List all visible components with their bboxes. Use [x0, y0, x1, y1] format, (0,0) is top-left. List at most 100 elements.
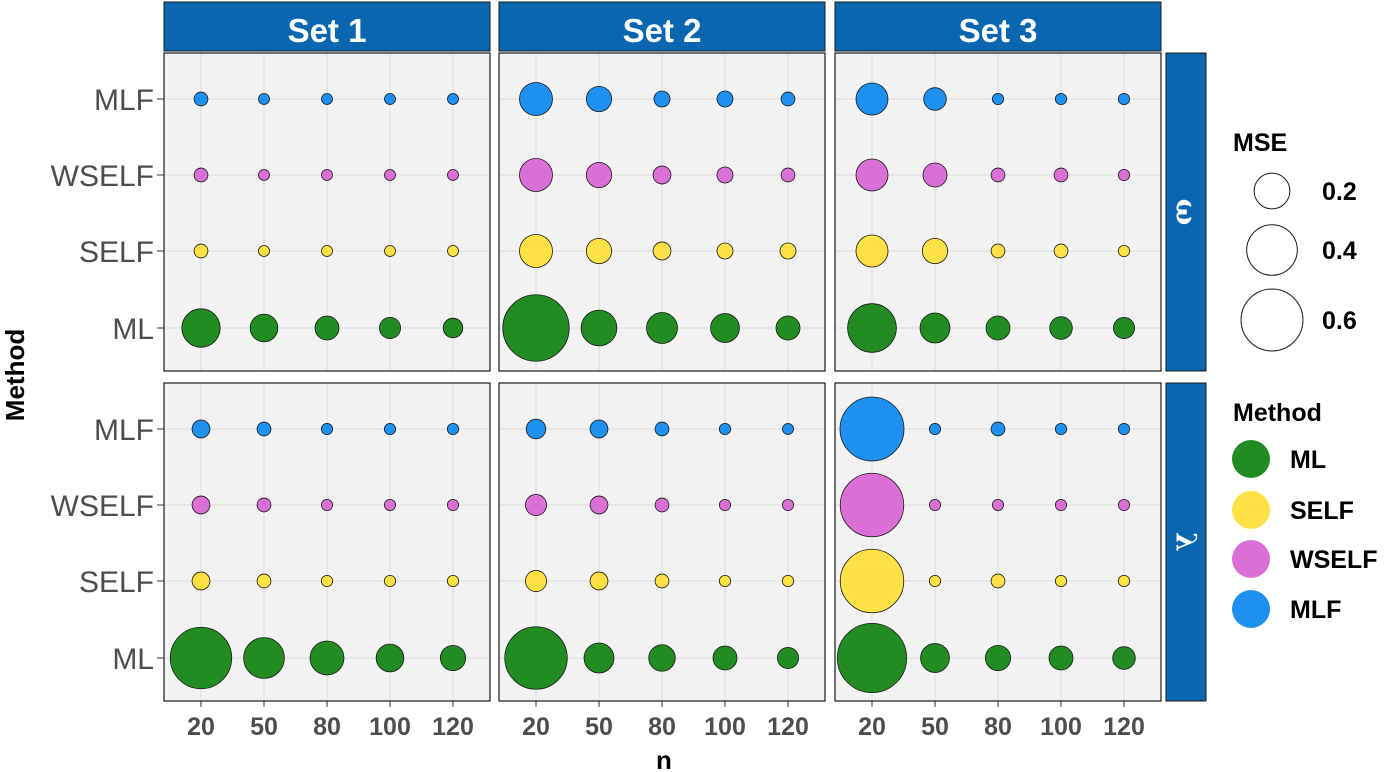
bubble-self	[654, 573, 670, 589]
bubble-mlf	[191, 419, 211, 439]
x-tick-label: 80	[984, 713, 1012, 741]
bubble-ml	[439, 644, 467, 672]
legend: MSE Method 0.2 0.4 0.6 ML SELF WSELF MLF	[1232, 129, 1378, 628]
bubble-ml	[712, 645, 738, 671]
bubble-ml	[775, 315, 801, 341]
color-legend-label: MLF	[1290, 596, 1341, 624]
bubble-ml	[181, 308, 221, 348]
color-legend-label: SELF	[1290, 497, 1354, 525]
column-strip	[834, 1, 1162, 52]
bubble-wself	[781, 498, 795, 512]
bubble-self	[447, 245, 459, 257]
panels-layer	[163, 52, 1162, 702]
bubble-wself	[1054, 498, 1068, 512]
bubble-mlf	[320, 422, 334, 436]
bubble-wself	[447, 169, 459, 181]
bubble-ml	[379, 317, 401, 339]
bubble-self	[781, 574, 795, 588]
bubble-mlf	[193, 91, 209, 107]
bubble-wself	[718, 498, 732, 512]
bubble-mlf	[928, 422, 942, 436]
bubble-self	[256, 573, 272, 589]
bubble-wself	[855, 158, 889, 192]
bubble-wself	[991, 498, 1005, 512]
bubble-ml	[314, 315, 340, 341]
bubble-self	[1117, 574, 1131, 588]
bubble-self	[839, 548, 905, 614]
bubble-ml	[920, 643, 950, 673]
column-strip	[163, 1, 491, 52]
bubble-ml	[646, 312, 678, 344]
color-legend-key	[1232, 540, 1270, 578]
color-legend-key	[1232, 440, 1270, 478]
x-tick-label: 100	[704, 713, 746, 741]
bubble-ml	[169, 626, 233, 690]
bubble-mlf	[256, 421, 272, 437]
bubble-mlf	[782, 423, 794, 435]
bubble-wself	[446, 498, 460, 512]
bubble-wself	[256, 497, 272, 513]
x-tick-label: 120	[1103, 713, 1145, 741]
bubble-wself	[1053, 167, 1069, 183]
y-tick-label: WSELF	[51, 490, 154, 523]
color-legend-key	[1232, 491, 1270, 529]
size-legend-label: 0.4	[1322, 237, 1357, 265]
bubble-wself	[585, 161, 613, 189]
size-legend-title: MSE	[1233, 129, 1287, 157]
bubble-self	[1117, 244, 1131, 258]
bubble-self	[320, 574, 334, 588]
bubble-wself	[321, 169, 333, 181]
bubbles-layer	[169, 82, 1136, 694]
bubble-mlf	[383, 422, 397, 436]
bubble-mlf	[1117, 92, 1131, 106]
x-tick-label: 100	[1040, 713, 1082, 741]
bubble-wself	[1117, 498, 1131, 512]
x-tick-label: 50	[250, 713, 278, 741]
bubble-self	[718, 574, 732, 588]
bubble-wself	[716, 166, 734, 184]
bubble-mlf	[654, 421, 670, 437]
x-tick-label: 50	[585, 713, 613, 741]
bubble-ml	[1049, 316, 1073, 340]
bubble-mlf	[525, 418, 547, 440]
size-legend-label: 0.6	[1322, 307, 1357, 335]
panel-border	[498, 52, 826, 372]
y-tick-label: MLF	[94, 84, 154, 117]
bubble-wself	[519, 158, 553, 192]
bubble-self	[519, 234, 553, 268]
color-legend-title: Method	[1233, 399, 1322, 427]
color-legend-label: ML	[1290, 446, 1326, 474]
bubble-self	[716, 242, 734, 260]
bubble-wself	[525, 494, 547, 516]
x-axis-title: n	[656, 745, 672, 772]
bubble-wself	[320, 498, 334, 512]
bubble-ml	[1112, 646, 1136, 670]
row-strip-label: λ	[1170, 532, 1203, 552]
bubble-mlf	[519, 82, 553, 116]
column-strip-label: Set 2	[623, 12, 702, 49]
size-legend-key	[1246, 224, 1298, 276]
bubble-self	[384, 245, 396, 257]
bubble-mlf	[990, 421, 1006, 437]
row-strip-label: ω	[1170, 199, 1203, 226]
bubble-mlf	[321, 93, 333, 105]
y-tick-label: ML	[112, 313, 154, 346]
x-tick-label: 50	[921, 713, 949, 741]
bubble-wself	[652, 165, 672, 185]
bubble-mlf	[589, 419, 609, 439]
column-strip-label: Set 3	[959, 12, 1038, 49]
bubble-self	[779, 242, 797, 260]
bubble-ml	[985, 315, 1011, 341]
bubble-wself	[922, 162, 948, 188]
bubble-ml	[1048, 645, 1074, 671]
bubble-self	[525, 570, 547, 592]
panel-border	[163, 52, 491, 372]
bubble-mlf	[923, 87, 947, 111]
bubble-self	[191, 571, 211, 591]
bubble-wself	[780, 167, 796, 183]
row-strip	[1165, 52, 1207, 372]
y-tick-label: SELF	[79, 566, 154, 599]
bubble-mlf	[718, 422, 732, 436]
x-tick-label: 120	[767, 713, 809, 741]
